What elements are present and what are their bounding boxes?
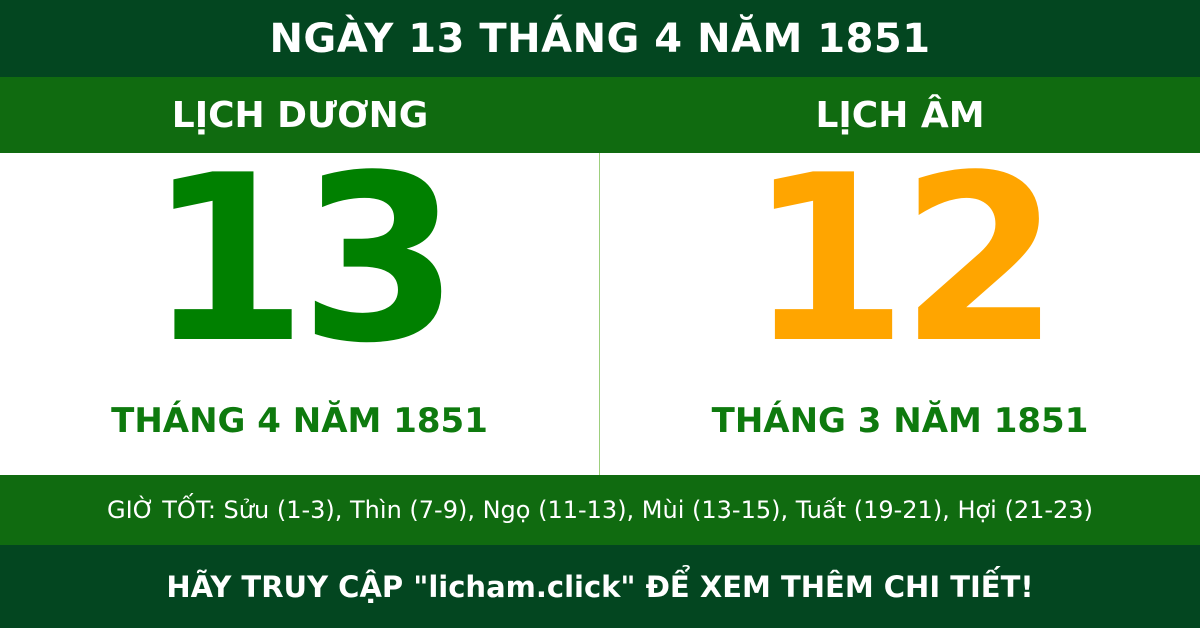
calendar-body: 13 THÁNG 4 NĂM 1851 12 THÁNG 3 NĂM 1851: [0, 127, 1200, 475]
solar-column: 13 THÁNG 4 NĂM 1851: [0, 127, 600, 475]
solar-day: 13: [147, 127, 459, 394]
page-title: NGÀY 13 THÁNG 4 NĂM 1851: [0, 0, 1200, 77]
lunar-column: 12 THÁNG 3 NĂM 1851: [600, 127, 1200, 475]
calendar-headings: LỊCH DƯƠNG LỊCH ÂM: [0, 77, 1200, 153]
lunar-day: 12: [747, 127, 1060, 394]
solar-heading: LỊCH DƯƠNG: [171, 94, 429, 136]
lunar-month-year: THÁNG 3 NĂM 1851: [711, 401, 1089, 441]
solar-month-year: THÁNG 4 NĂM 1851: [111, 401, 488, 441]
lunar-heading: LỊCH ÂM: [815, 94, 985, 136]
footer-cta: HÃY TRUY CẬP "licham.click" ĐỂ XEM THÊM …: [0, 545, 1200, 628]
good-hours: GIỜ TỐT: Sửu (1-3), Thìn (7-9), Ngọ (11-…: [0, 475, 1200, 545]
